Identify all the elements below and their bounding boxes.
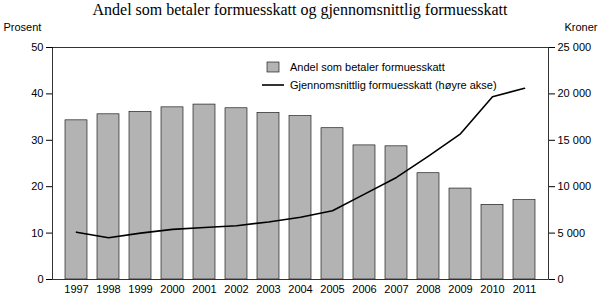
svg-text:40: 40: [31, 87, 43, 99]
svg-text:2007: 2007: [384, 283, 408, 295]
svg-text:10 000: 10 000: [558, 180, 592, 192]
svg-text:Kroner: Kroner: [564, 21, 597, 33]
svg-text:2004: 2004: [288, 283, 312, 295]
html-text:Andel som betaler formuesskatt: Andel som betaler formuesskatt: [290, 61, 445, 73]
svg-text:2001: 2001: [192, 283, 216, 295]
svg-text:1998: 1998: [96, 283, 120, 295]
svg-text:20 000: 20 000: [558, 87, 592, 99]
svg-text:2003: 2003: [256, 283, 280, 295]
svg-text:25 000: 25 000: [558, 41, 592, 53]
svg-text:0: 0: [558, 273, 564, 285]
svg-text:15 000: 15 000: [558, 134, 592, 146]
svg-text:2005: 2005: [320, 283, 344, 295]
svg-text:2011: 2011: [513, 283, 537, 295]
svg-text:1997: 1997: [64, 283, 88, 295]
svg-text:30: 30: [31, 134, 43, 146]
svg-text:10: 10: [31, 227, 43, 239]
svg-text:2002: 2002: [224, 283, 248, 295]
svg-text:2006: 2006: [352, 283, 376, 295]
svg-text:2009: 2009: [448, 283, 472, 295]
html-text:Andel som betaler formuesskatt: Andel som betaler formuesskatt og gjenno…: [92, 1, 508, 18]
svg-text:0: 0: [37, 273, 43, 285]
html-text:Gjennomsnittlig formuesskatt (: Gjennomsnittlig formuesskatt (høyre akse…: [290, 79, 497, 91]
svg-text:2010: 2010: [480, 283, 504, 295]
svg-text:Prosent: Prosent: [4, 21, 42, 33]
svg-text:5 000: 5 000: [558, 227, 586, 239]
svg-text:2008: 2008: [416, 283, 440, 295]
svg-text:20: 20: [31, 180, 43, 192]
svg-text:1999: 1999: [128, 283, 152, 295]
svg-text:2000: 2000: [160, 283, 184, 295]
svg-text:50: 50: [31, 41, 43, 53]
